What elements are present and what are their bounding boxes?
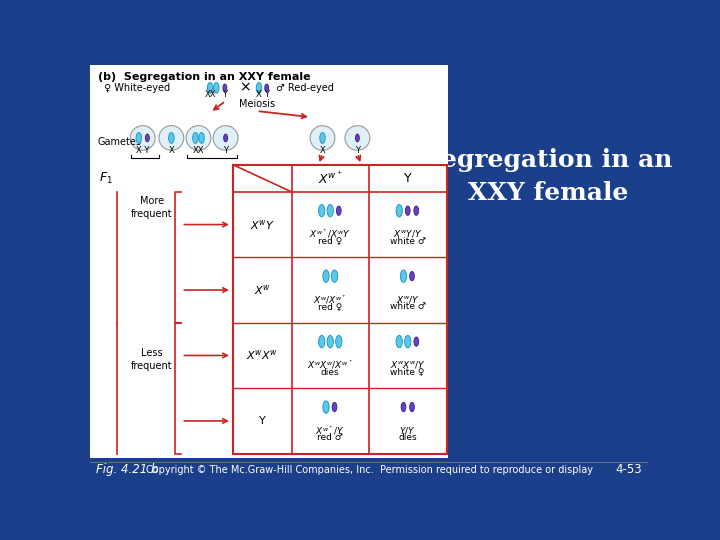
Ellipse shape (327, 335, 333, 348)
Ellipse shape (323, 401, 329, 413)
Text: $X^wY$: $X^wY$ (250, 218, 275, 232)
Circle shape (310, 126, 335, 150)
Text: $X^wX^w$: $X^wX^w$ (246, 348, 279, 362)
Text: $X^wY/Y$: $X^wY/Y$ (393, 228, 423, 239)
Ellipse shape (145, 134, 149, 142)
Ellipse shape (331, 270, 338, 282)
Ellipse shape (224, 134, 228, 142)
Text: X: X (320, 146, 325, 154)
Ellipse shape (327, 205, 333, 217)
Ellipse shape (319, 335, 325, 348)
Circle shape (159, 126, 184, 150)
Ellipse shape (405, 206, 410, 215)
Text: $X^w/Y$: $X^w/Y$ (396, 294, 420, 305)
Ellipse shape (400, 270, 407, 282)
Circle shape (213, 126, 238, 150)
Ellipse shape (410, 272, 414, 281)
Ellipse shape (214, 83, 219, 93)
Circle shape (186, 126, 211, 150)
Text: Segregation in an
XXY female: Segregation in an XXY female (423, 148, 672, 205)
Text: Gametes: Gametes (98, 137, 142, 147)
Circle shape (345, 126, 370, 150)
Circle shape (130, 126, 155, 150)
Text: (b)  Segregation in an XXY female: (b) Segregation in an XXY female (98, 72, 310, 83)
Text: $X^{w^+}$: $X^{w^+}$ (318, 170, 343, 186)
Text: Y: Y (259, 416, 266, 426)
Text: ×: × (239, 81, 251, 95)
Text: dies: dies (321, 368, 340, 377)
Text: 4-53: 4-53 (615, 463, 642, 476)
Text: ♀ White-eyed: ♀ White-eyed (104, 83, 170, 93)
Text: $X^wX^w/Y$: $X^wX^w/Y$ (390, 359, 426, 370)
Text: X: X (256, 90, 262, 99)
Bar (90, 65, 448, 457)
Ellipse shape (207, 83, 213, 93)
Ellipse shape (401, 402, 406, 411)
Text: Less
frequent: Less frequent (131, 348, 173, 370)
Ellipse shape (356, 134, 359, 142)
Ellipse shape (336, 206, 341, 215)
Text: $X^w/X^{w^+}$: $X^w/X^{w^+}$ (313, 293, 347, 306)
Ellipse shape (336, 335, 342, 348)
Text: white ♂: white ♂ (390, 237, 426, 246)
Ellipse shape (414, 337, 418, 346)
Text: XX: XX (193, 146, 204, 154)
Text: Fig. 4.21 b: Fig. 4.21 b (96, 463, 158, 476)
Ellipse shape (136, 132, 142, 143)
Ellipse shape (223, 84, 227, 92)
Text: white ♂: white ♂ (390, 302, 426, 312)
Text: XX: XX (204, 90, 216, 99)
Text: $X^{w^+}/Y$: $X^{w^+}/Y$ (315, 424, 345, 437)
Ellipse shape (332, 402, 337, 411)
Text: dies: dies (398, 434, 417, 442)
Ellipse shape (323, 270, 329, 282)
Ellipse shape (410, 402, 414, 411)
Bar (233, 165, 446, 454)
Ellipse shape (414, 206, 418, 215)
Text: X Y: X Y (136, 146, 149, 154)
Text: red ♂: red ♂ (318, 434, 343, 442)
Text: Y: Y (223, 146, 228, 154)
Text: ♂ Red-eyed: ♂ Red-eyed (276, 83, 334, 93)
Ellipse shape (265, 84, 269, 92)
Text: X: X (168, 146, 174, 154)
Text: Y: Y (222, 90, 228, 99)
Text: $X^w$: $X^w$ (254, 283, 271, 297)
Text: red ♀: red ♀ (318, 302, 343, 312)
Text: Y: Y (264, 90, 269, 99)
Ellipse shape (405, 335, 411, 348)
Text: white ♀: white ♀ (390, 368, 425, 377)
Ellipse shape (168, 132, 174, 143)
Ellipse shape (193, 132, 198, 143)
Ellipse shape (256, 83, 261, 93)
Text: $F_1$: $F_1$ (99, 171, 113, 186)
Text: $X^wX^w/X^{w^+}$: $X^wX^w/X^{w^+}$ (307, 358, 354, 371)
Text: Y: Y (404, 172, 412, 185)
Ellipse shape (199, 132, 204, 143)
Text: Meiosis: Meiosis (238, 99, 275, 109)
Text: $Y/Y$: $Y/Y$ (400, 424, 416, 436)
Text: Y: Y (355, 146, 360, 154)
Ellipse shape (320, 132, 325, 143)
Ellipse shape (319, 205, 325, 217)
Text: $X^{w^+}/X^wY$: $X^{w^+}/X^wY$ (310, 227, 351, 240)
Text: More
frequent: More frequent (131, 197, 173, 219)
Ellipse shape (396, 335, 402, 348)
Text: Copyright © The Mc.Graw-Hill Companies, Inc.  Permission required to reproduce o: Copyright © The Mc.Graw-Hill Companies, … (145, 465, 593, 475)
Text: red ♀: red ♀ (318, 237, 343, 246)
Ellipse shape (396, 205, 402, 217)
